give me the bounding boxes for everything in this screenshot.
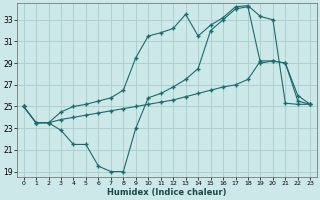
X-axis label: Humidex (Indice chaleur): Humidex (Indice chaleur)	[107, 188, 227, 197]
